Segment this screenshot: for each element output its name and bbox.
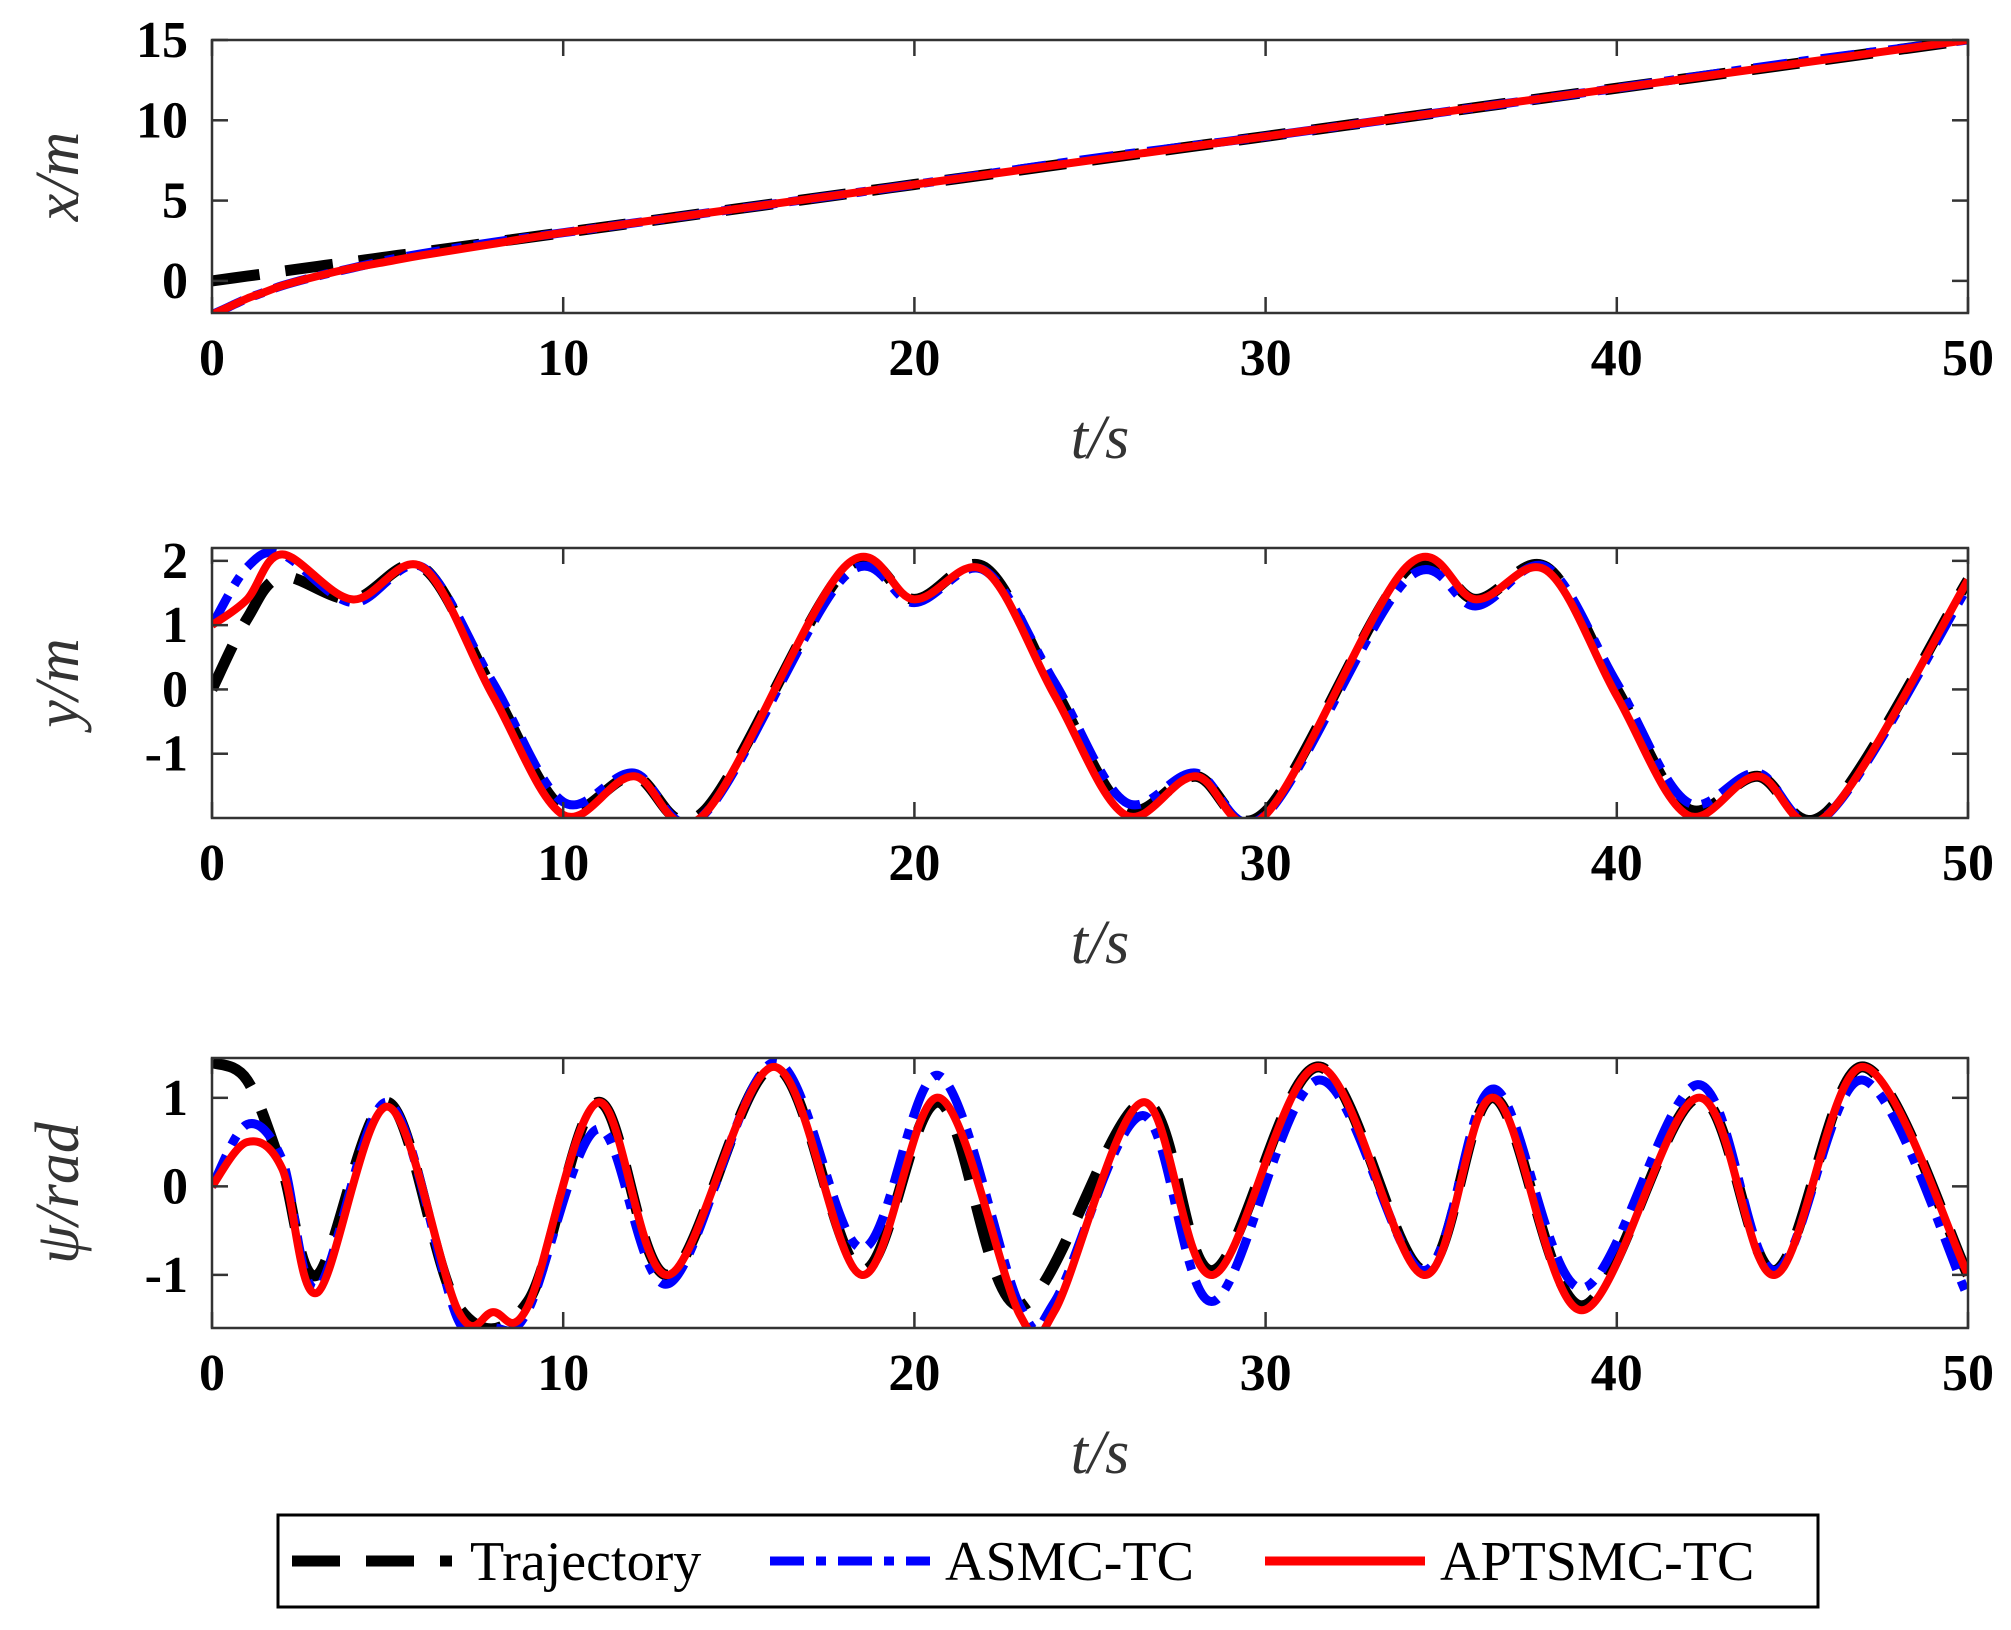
y-tick-label: 1 [162, 597, 188, 654]
y-tick-label: 0 [162, 253, 188, 310]
y-tick-label: 5 [162, 173, 188, 230]
x-tick-label: 50 [1942, 330, 1994, 387]
panel-1: 0 10 20 30 40 50 0 5 10 15 t/s x/m [24, 12, 1994, 472]
y-tick-label: 15 [136, 12, 188, 69]
legend: Trajectory ASMC-TC APTSMC-TC [276, 1513, 1820, 1609]
x-tick-label: 30 [1240, 835, 1292, 892]
x-tick-label: 20 [888, 835, 940, 892]
axes-frame [210, 38, 1970, 315]
series-group [212, 40, 1968, 313]
x-tick-label: 40 [1591, 1345, 1643, 1402]
y-tick-label: 10 [136, 92, 188, 149]
series-group [212, 1058, 1968, 1328]
x-tick-label: 20 [888, 330, 940, 387]
y-tick-label: 0 [162, 661, 188, 718]
y-axis-label: y/m [24, 638, 92, 734]
x-tick-label: 10 [537, 1345, 589, 1402]
legend-label-asmc-tc: ASMC-TC [945, 1531, 1194, 1593]
x-axis-label: t/s [1071, 909, 1130, 977]
y-tick-label: 2 [162, 533, 188, 590]
legend-label-trajectory: Trajectory [470, 1531, 701, 1593]
x-tick-label: 40 [1591, 330, 1643, 387]
y-tick-label: 1 [162, 1070, 188, 1127]
series-line-aptsmc-tc [212, 1062, 1968, 1328]
series-line-aptsmc-tc [212, 40, 1968, 313]
y-tick-label: 0 [162, 1158, 188, 1215]
x-tick-label: 30 [1240, 1345, 1292, 1402]
axes-frame [210, 546, 1970, 820]
y-axis-label: ψ/rad [24, 1121, 92, 1264]
plot-area [212, 40, 1968, 313]
axes-frame [210, 1056, 1970, 1330]
plot-area [212, 548, 1968, 818]
x-tick-label: 20 [888, 1345, 940, 1402]
series-group [212, 548, 1968, 818]
x-axis-label: t/s [1071, 1419, 1130, 1487]
x-tick-label: 10 [537, 330, 589, 387]
legend-box [276, 1513, 1820, 1609]
y-tick-label: -1 [145, 726, 188, 783]
x-tick-label: 0 [199, 835, 225, 892]
x-tick-label: 50 [1942, 835, 1994, 892]
legend-label-aptsmc-tc: APTSMC-TC [1440, 1531, 1754, 1593]
x-axis-label: t/s [1071, 404, 1130, 472]
x-tick-label: 0 [199, 330, 225, 387]
x-tick-label: 30 [1240, 330, 1292, 387]
x-tick-label: 50 [1942, 1345, 1994, 1402]
x-tick-label: 10 [537, 835, 589, 892]
y-axis-label: x/m [24, 132, 92, 223]
y-tick-label: -1 [145, 1247, 188, 1304]
x-tick-label: 40 [1591, 835, 1643, 892]
x-tick-label: 0 [199, 1345, 225, 1402]
series-line-aptsmc-tc [212, 550, 1968, 818]
